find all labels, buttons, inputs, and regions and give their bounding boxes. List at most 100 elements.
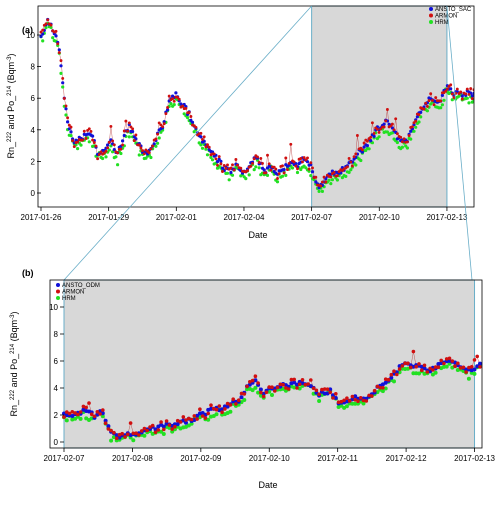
armon-point [337,170,341,174]
hrm-point [204,147,208,151]
hrm-point [253,385,258,390]
hrm-point [242,398,247,402]
armon-point [70,410,75,414]
armon-point [339,399,344,404]
armon-point [352,155,356,159]
armon-point [362,141,366,145]
legend-marker [56,289,60,294]
armon-point [126,432,130,437]
panel-a-y-axis-title: Rn_222 and Po_214 (Bqm-3) [6,54,16,159]
armon-point [259,390,263,395]
armon-point [259,156,263,160]
armon-point [201,137,204,141]
armon-point [394,117,398,121]
armon-point [402,137,406,141]
armon-point [71,139,75,143]
armon-point [148,425,152,429]
armon-point [97,153,101,156]
armon-point [450,92,454,96]
ansto-point [389,375,394,380]
legend-label: HRM [62,296,76,302]
hrm-point [440,103,444,107]
hrm-point [339,403,344,408]
armon-point [464,370,468,374]
armon-point [66,116,70,120]
hrm-point [320,189,324,193]
armon-point [46,18,50,22]
armon-point [470,97,474,101]
ansto-point [422,366,427,371]
armon-point [364,399,369,403]
x-tick-label: 2017-02-12 [386,454,427,463]
armon-point [142,426,147,431]
panel-a-series [39,17,474,193]
armon-point [319,184,323,188]
y-tick-label: 10 [49,303,58,312]
hrm-point [256,390,261,395]
armon-point [217,155,221,159]
panel-a-label: (a) [22,25,33,35]
y-tick-label: 6 [54,357,59,366]
armon-point [189,417,194,422]
armon-point [59,59,63,63]
hrm-point [225,171,230,175]
armon-point [162,122,166,126]
y-tick-label: 8 [31,63,36,72]
armon-point [411,349,416,354]
hrm-point [295,170,300,175]
ansto-point [409,129,413,133]
hrm-point [255,158,260,162]
hrm-point [116,163,120,167]
y-tick-label: 4 [31,126,36,135]
ansto-point [464,367,469,372]
armon-point [406,361,410,366]
hrm-point [307,169,311,173]
hrm-point [444,364,449,369]
hrm-point [405,146,409,150]
armon-point [422,363,427,368]
zoom-connector-right [446,5,473,281]
armon-point [246,169,249,173]
armon-point [465,87,469,91]
armon-point [187,111,191,114]
armon-point [469,365,474,369]
ansto-point [219,159,223,163]
armon-point [428,366,432,371]
armon-point [425,104,429,108]
hrm-point [209,155,213,159]
armon-point [147,151,151,155]
armon-point [76,140,80,144]
x-tick-label: 2017-02-01 [156,213,197,222]
ansto-point [253,378,258,383]
hrm-point [258,393,263,398]
armon-point [269,168,273,172]
armon-point [447,356,452,361]
armon-point [267,162,271,166]
ansto-point [472,367,477,372]
armon-point [134,431,138,436]
armon-point [56,42,60,46]
ansto-point [152,142,156,146]
armon-point [261,161,264,165]
armon-point [407,134,411,138]
armon-point [225,401,230,406]
legend-label: ANSTO_SAC [435,7,472,13]
armon-point [153,430,158,435]
armon-point [322,175,326,179]
armon-point [127,121,131,125]
armon-point [389,372,394,377]
x-tick-label: 2017-02-13 [454,454,495,463]
armon-point [202,135,206,139]
ansto-point [350,397,355,402]
ansto-point [415,115,419,119]
armon-point [467,92,471,96]
hrm-point [275,180,280,184]
ansto-point [54,34,58,38]
ansto-point [121,139,125,143]
hrm-point [414,125,418,129]
armon-point [408,365,413,370]
armon-point [250,378,255,383]
hrm-point [107,148,111,152]
armon-point [123,435,127,439]
